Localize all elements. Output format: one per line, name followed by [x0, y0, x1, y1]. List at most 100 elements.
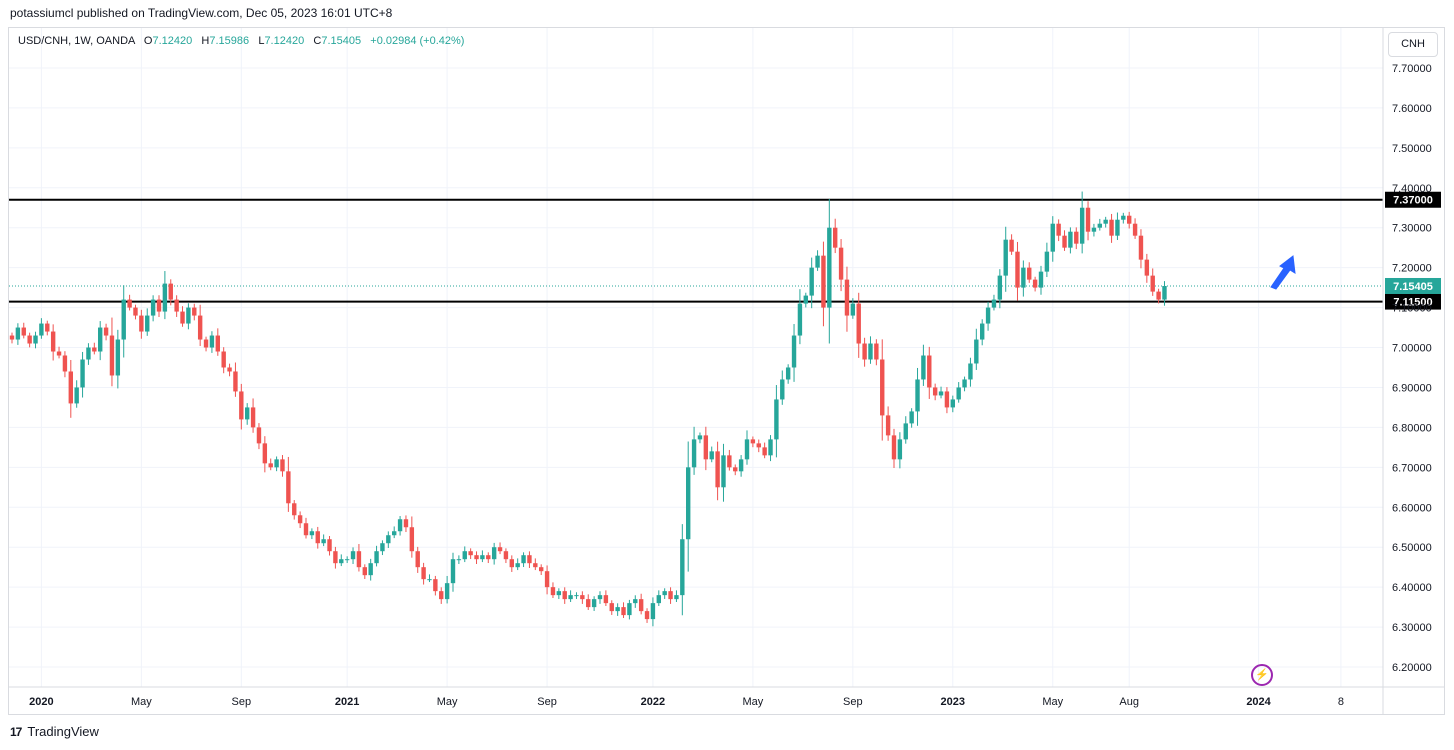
candle[interactable]: [309, 528, 315, 540]
candle[interactable]: [533, 558, 538, 571]
candle[interactable]: [15, 323, 21, 345]
candle[interactable]: [474, 551, 479, 564]
candle[interactable]: [968, 357, 973, 387]
candle[interactable]: [997, 269, 1003, 309]
candle[interactable]: [174, 295, 179, 317]
candle[interactable]: [450, 552, 456, 592]
candle[interactable]: [444, 575, 450, 604]
candle[interactable]: [386, 531, 391, 549]
candle[interactable]: [674, 590, 679, 603]
candle[interactable]: [1085, 201, 1091, 241]
symbol-label[interactable]: USD/CNH, 1W, OANDA: [18, 35, 135, 47]
candle[interactable]: [562, 587, 567, 604]
candle[interactable]: [938, 386, 944, 399]
candle[interactable]: [1132, 218, 1138, 239]
candle[interactable]: [821, 241, 826, 327]
candle[interactable]: [827, 198, 832, 344]
candle[interactable]: [350, 547, 356, 564]
candle[interactable]: [39, 318, 44, 339]
candle[interactable]: [1050, 216, 1055, 262]
candle[interactable]: [715, 441, 720, 501]
candle[interactable]: [633, 595, 638, 608]
candle[interactable]: [733, 464, 738, 476]
candle[interactable]: [33, 331, 38, 349]
candle[interactable]: [233, 362, 238, 397]
candle[interactable]: [1015, 241, 1020, 301]
candle[interactable]: [650, 597, 656, 627]
candle[interactable]: [62, 351, 68, 378]
candle[interactable]: [127, 294, 132, 311]
candle[interactable]: [1027, 262, 1032, 283]
candle[interactable]: [844, 266, 850, 332]
candle[interactable]: [150, 295, 156, 322]
candle[interactable]: [815, 250, 820, 271]
candle[interactable]: [480, 550, 485, 563]
lightning-icon[interactable]: ⚡: [1251, 664, 1273, 686]
candle[interactable]: [897, 432, 903, 469]
candle[interactable]: [668, 587, 673, 604]
candle[interactable]: [427, 574, 432, 583]
candle[interactable]: [1074, 227, 1079, 250]
candle[interactable]: [392, 526, 397, 539]
candle[interactable]: [662, 588, 667, 599]
candle[interactable]: [615, 603, 620, 616]
candle[interactable]: [721, 443, 726, 502]
candle[interactable]: [980, 319, 985, 346]
candle[interactable]: [192, 303, 197, 321]
candle[interactable]: [268, 458, 273, 471]
candle[interactable]: [1138, 229, 1144, 269]
candle[interactable]: [932, 383, 938, 401]
candle[interactable]: [727, 449, 732, 471]
candle[interactable]: [145, 308, 150, 336]
candle[interactable]: [838, 239, 844, 292]
candle[interactable]: [1109, 213, 1114, 243]
candle[interactable]: [586, 594, 591, 610]
candle[interactable]: [133, 304, 138, 320]
candle[interactable]: [92, 342, 97, 355]
candle[interactable]: [568, 590, 573, 603]
candle[interactable]: [1009, 234, 1014, 255]
candle[interactable]: [9, 332, 15, 344]
candle[interactable]: [121, 285, 126, 358]
candle[interactable]: [627, 599, 632, 620]
candle[interactable]: [344, 556, 350, 564]
candle[interactable]: [974, 328, 979, 370]
candle[interactable]: [186, 303, 191, 330]
candle[interactable]: [909, 408, 914, 428]
candle[interactable]: [1068, 227, 1073, 254]
candle[interactable]: [785, 364, 791, 384]
candle[interactable]: [315, 526, 320, 549]
candle[interactable]: [709, 446, 714, 463]
candle[interactable]: [644, 608, 650, 623]
candle[interactable]: [880, 339, 885, 441]
candle[interactable]: [850, 298, 856, 319]
candle[interactable]: [780, 370, 785, 405]
candle[interactable]: [921, 344, 926, 386]
candle[interactable]: [962, 376, 967, 392]
candle[interactable]: [162, 271, 168, 320]
candle[interactable]: [292, 500, 297, 520]
candle[interactable]: [703, 426, 709, 471]
candle[interactable]: [539, 564, 544, 576]
candle[interactable]: [927, 346, 932, 399]
candle[interactable]: [985, 301, 991, 331]
candle[interactable]: [638, 593, 644, 615]
candle[interactable]: [303, 517, 309, 539]
candle[interactable]: [1156, 288, 1161, 304]
candle[interactable]: [1127, 211, 1132, 229]
candle[interactable]: [497, 542, 503, 555]
candle[interactable]: [1038, 265, 1044, 295]
candle[interactable]: [544, 565, 550, 595]
candle[interactable]: [80, 351, 85, 398]
candle[interactable]: [656, 590, 661, 607]
candle[interactable]: [1021, 260, 1026, 297]
candle[interactable]: [856, 292, 861, 358]
candle[interactable]: [421, 562, 426, 585]
candle[interactable]: [691, 426, 697, 475]
candle[interactable]: [550, 582, 556, 599]
candle[interactable]: [50, 324, 56, 361]
candle[interactable]: [262, 436, 268, 473]
candle[interactable]: [109, 317, 115, 387]
candle[interactable]: [797, 289, 803, 345]
candle[interactable]: [597, 591, 603, 604]
